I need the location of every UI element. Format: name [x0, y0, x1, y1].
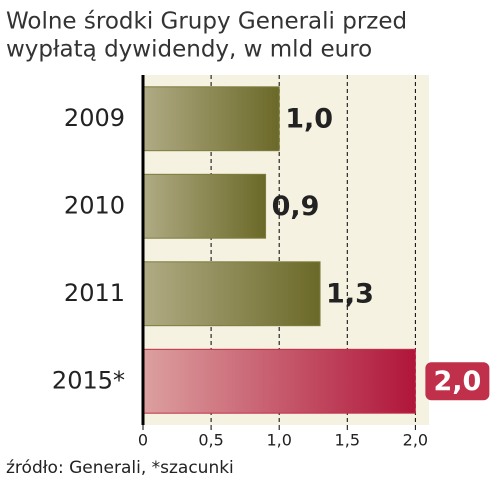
bar — [142, 173, 267, 239]
x-tick-label: 1,0 — [266, 431, 291, 450]
value-label: 2,0 — [433, 366, 481, 397]
bar — [142, 348, 416, 414]
chart-title: wypłatą dywidendy, w mld euro — [6, 37, 372, 63]
source-note: źródło: Generali, *szacunki — [6, 458, 234, 478]
bar — [142, 86, 280, 152]
y-tick-label: 2009 — [64, 104, 125, 132]
value-label: 0,9 — [272, 191, 320, 222]
chart-title: Wolne środki Grupy Generali przed — [6, 9, 407, 35]
y-tick-label: 2010 — [64, 191, 125, 219]
x-tick-label: 0 — [138, 431, 148, 450]
value-label-box — [425, 362, 490, 401]
x-tick-label: 1,5 — [335, 431, 360, 450]
bar — [142, 261, 321, 327]
x-tick-label: 0,5 — [198, 431, 223, 450]
y-tick-label: 2011 — [64, 279, 125, 307]
y-tick-label: 2015* — [52, 366, 125, 394]
value-label: 1,0 — [285, 103, 333, 134]
value-label: 1,3 — [326, 278, 374, 309]
x-tick-label: 2,0 — [403, 431, 428, 450]
